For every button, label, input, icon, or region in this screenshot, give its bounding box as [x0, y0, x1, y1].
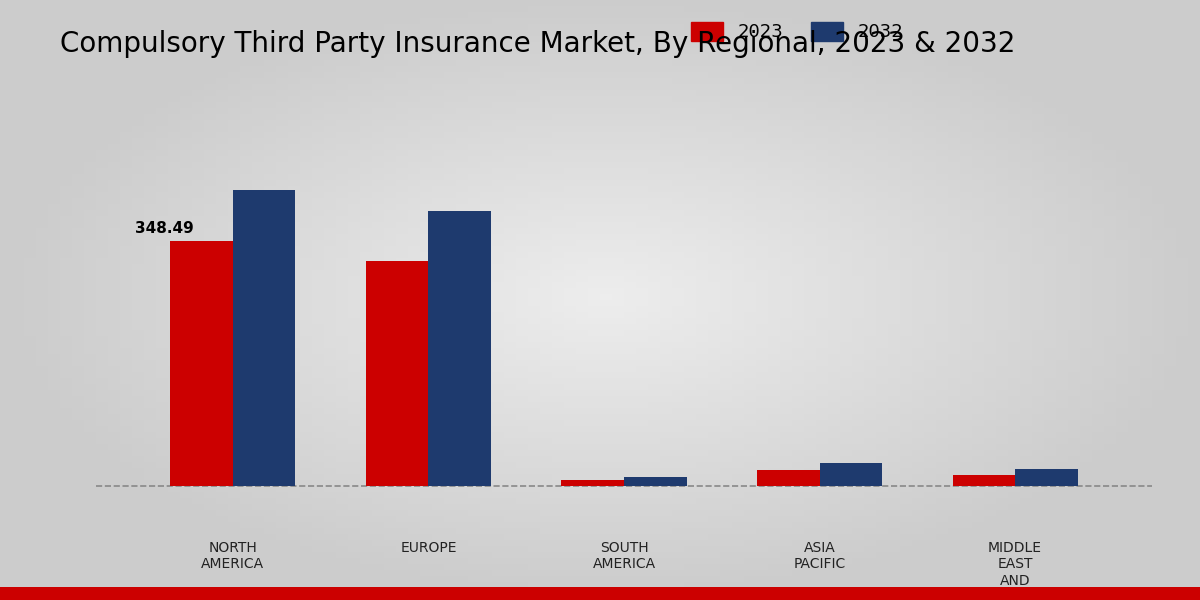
Bar — [562, 480, 624, 486]
Bar — [820, 463, 882, 486]
Bar — [757, 470, 820, 486]
Bar — [953, 475, 1015, 486]
Bar — [624, 476, 686, 486]
Bar — [233, 190, 295, 486]
Bar — [366, 260, 428, 486]
Text: 348.49: 348.49 — [136, 221, 193, 236]
Bar — [1015, 469, 1078, 486]
Text: Compulsory Third Party Insurance Market, By Regional, 2023 & 2032: Compulsory Third Party Insurance Market,… — [60, 30, 1015, 58]
Bar — [428, 211, 491, 486]
Legend: 2023, 2032: 2023, 2032 — [684, 15, 911, 49]
Bar — [170, 241, 233, 486]
